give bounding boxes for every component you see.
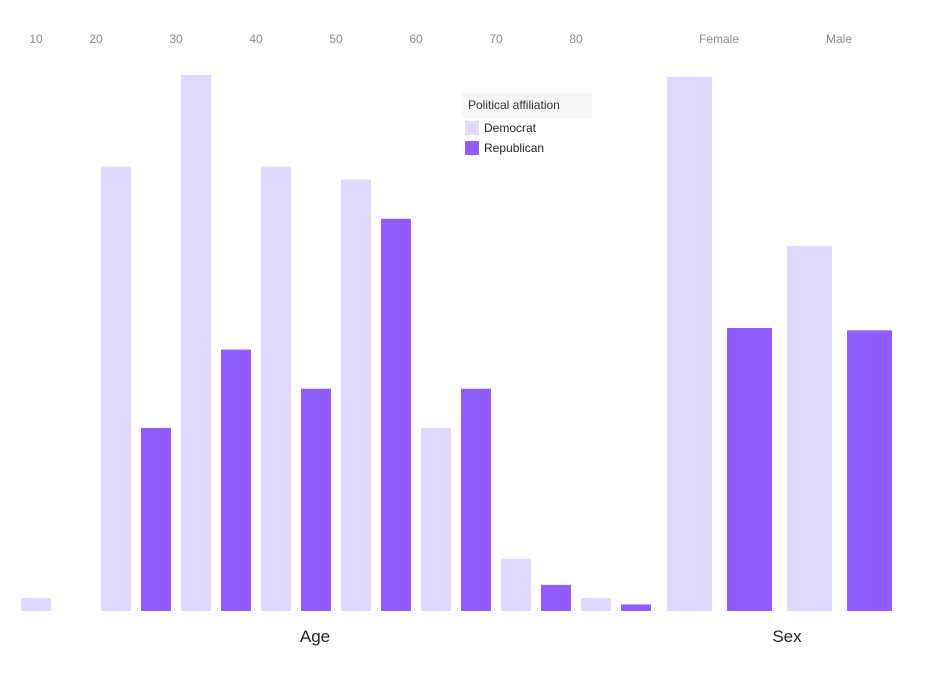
age-tick-20: 20 (89, 32, 103, 46)
age-bar-40-republican[interactable] (301, 388, 331, 611)
sex-bar-male-republican[interactable] (847, 330, 892, 611)
sex-bars (667, 77, 892, 611)
sex-x-tick-labels: Female Male (699, 32, 852, 46)
age-bar-50-democrat[interactable] (341, 179, 371, 611)
age-bar-60-democrat[interactable] (421, 427, 451, 611)
age-bar-40-democrat[interactable] (261, 166, 291, 611)
age-bar-70-republican[interactable] (541, 584, 571, 611)
age-tick-80: 80 (569, 32, 583, 46)
age-bars (21, 75, 651, 611)
age-bar-30-republican[interactable] (221, 349, 251, 611)
legend: Political affiliation Democrat Republica… (462, 93, 592, 158)
age-bar-80-democrat[interactable] (581, 597, 611, 611)
age-bar-80-republican[interactable] (621, 604, 651, 611)
sex-tick-female: Female (699, 32, 739, 46)
age-bar-30-democrat[interactable] (181, 75, 211, 611)
sex-bar-female-democrat[interactable] (667, 77, 712, 611)
age-bar-20-republican[interactable] (141, 427, 171, 611)
legend-label-democrat: Democrat (484, 121, 537, 135)
age-tick-60: 60 (409, 32, 423, 46)
age-bar-50-republican[interactable] (381, 218, 411, 611)
legend-swatch-democrat (465, 121, 479, 135)
age-bar-20-democrat[interactable] (101, 166, 131, 611)
sex-tick-male: Male (826, 32, 852, 46)
legend-title: Political affiliation (462, 93, 592, 118)
sex-axis-title: Sex (772, 627, 802, 646)
legend-label-republican: Republican (484, 141, 545, 155)
age-axis-title: Age (300, 627, 330, 646)
age-bar-60-republican[interactable] (461, 388, 491, 611)
sex-bar-female-republican[interactable] (727, 328, 772, 611)
legend-swatch-republican (465, 141, 479, 155)
age-tick-40: 40 (249, 32, 263, 46)
sex-bar-male-democrat[interactable] (787, 245, 832, 611)
age-tick-30: 30 (169, 32, 183, 46)
legend-item-democrat[interactable]: Democrat (462, 118, 592, 138)
legend-item-republican[interactable]: Republican (462, 138, 592, 158)
age-bar-10-democrat[interactable] (21, 597, 51, 611)
age-x-tick-labels: 10 20 30 40 50 60 70 80 (29, 32, 583, 46)
age-tick-50: 50 (329, 32, 343, 46)
age-tick-70: 70 (489, 32, 503, 46)
age-tick-10: 10 (29, 32, 43, 46)
age-bar-70-democrat[interactable] (501, 558, 531, 611)
